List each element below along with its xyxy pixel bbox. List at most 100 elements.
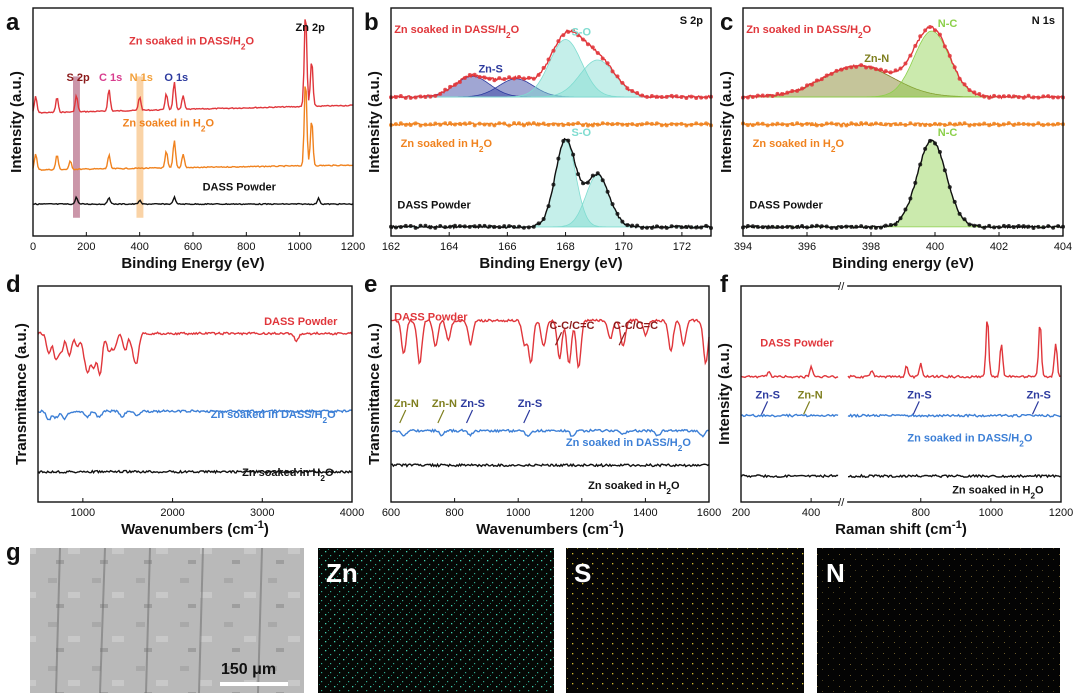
data-point (750, 95, 755, 100)
data-point (438, 91, 443, 96)
x-tick-label: 800 (912, 507, 930, 519)
data-point (517, 121, 521, 126)
x-axis-label: Binding energy (eV) (832, 255, 974, 272)
data-point (913, 122, 918, 127)
data-point (957, 76, 962, 81)
data-point (952, 65, 957, 70)
data-point (600, 56, 605, 61)
data-point (745, 95, 750, 100)
series-line (390, 318, 710, 370)
data-point (913, 180, 918, 185)
legend-label: Zn soaked in H2O (588, 480, 680, 496)
x-tick-label: 162 (382, 241, 400, 253)
data-point (576, 121, 581, 126)
data-point (918, 162, 923, 167)
data-point (1036, 121, 1041, 126)
panel-letter-f: f (720, 271, 729, 298)
data-point (962, 217, 967, 222)
data-point (755, 224, 760, 229)
data-point (674, 94, 679, 99)
data-point (1046, 94, 1051, 99)
data-point (829, 121, 834, 126)
x-tick-label: 170 (615, 241, 633, 253)
chart-title: N 1s (1032, 15, 1055, 27)
data-point (878, 121, 883, 126)
data-point (477, 121, 482, 126)
data-point (517, 75, 521, 80)
data-point (918, 34, 923, 39)
data-point (541, 121, 546, 126)
data-point (482, 75, 487, 80)
data-point (849, 121, 854, 126)
data-point (428, 122, 433, 127)
data-point (1001, 223, 1006, 228)
panel-letter-c: c (720, 9, 733, 36)
data-point (482, 122, 487, 127)
legend-label: Zn soaked in H2O (242, 467, 334, 483)
data-point (750, 224, 755, 229)
legend-label: DASS Powder (203, 181, 277, 193)
data-point (462, 76, 467, 81)
data-point (393, 95, 398, 100)
highlight-band (73, 76, 80, 218)
series-2 (32, 194, 354, 206)
data-point (1006, 121, 1011, 126)
data-point (814, 78, 819, 83)
x-tick-label: 1200 (1049, 507, 1073, 519)
data-point (923, 123, 928, 128)
data-point (1016, 95, 1021, 100)
data-point (918, 122, 923, 127)
data-point (1036, 95, 1041, 100)
data-point (576, 33, 581, 38)
data-point (610, 122, 615, 127)
data-point (883, 223, 888, 228)
x-tick-label: 166 (498, 241, 516, 253)
x-tick-label: 800 (237, 241, 255, 253)
data-point (873, 121, 878, 126)
data-point (987, 223, 992, 228)
data-point (933, 141, 937, 146)
data-point (699, 225, 704, 230)
series-line (37, 331, 353, 377)
data-point (645, 94, 649, 99)
data-point (760, 93, 765, 98)
annotation-arrow (912, 401, 920, 415)
data-point (423, 223, 428, 228)
data-point (684, 224, 689, 229)
series-line (742, 139, 1064, 230)
data-point (1001, 122, 1006, 127)
data-point (684, 95, 689, 100)
data-point (775, 225, 780, 230)
data-point (967, 222, 972, 227)
data-point (795, 88, 800, 93)
data-point (1041, 94, 1046, 99)
data-point (839, 67, 844, 72)
series-2 (389, 137, 713, 231)
x-tick-label: 402 (990, 241, 1008, 253)
annotation-arrow (465, 409, 474, 424)
data-point (664, 123, 669, 128)
data-point (635, 91, 640, 96)
data-point (745, 123, 750, 128)
data-point (765, 225, 770, 230)
data-point (795, 121, 800, 126)
data-point (649, 121, 654, 126)
data-point (689, 225, 694, 230)
x-tick-label: 2000 (160, 507, 184, 519)
data-point (507, 123, 512, 128)
data-point (864, 225, 869, 230)
data-point (888, 70, 893, 75)
data-point (785, 224, 790, 229)
data-point (883, 69, 888, 74)
legend-label: Zn soaked in H2O (952, 484, 1044, 500)
data-point (556, 39, 561, 44)
data-point (418, 123, 423, 128)
data-point (987, 95, 992, 100)
series-line (740, 413, 1062, 419)
data-point (630, 122, 635, 127)
annotation-arrow (1031, 401, 1040, 415)
data-point (581, 123, 585, 128)
data-point (472, 72, 477, 77)
data-point (967, 123, 972, 128)
